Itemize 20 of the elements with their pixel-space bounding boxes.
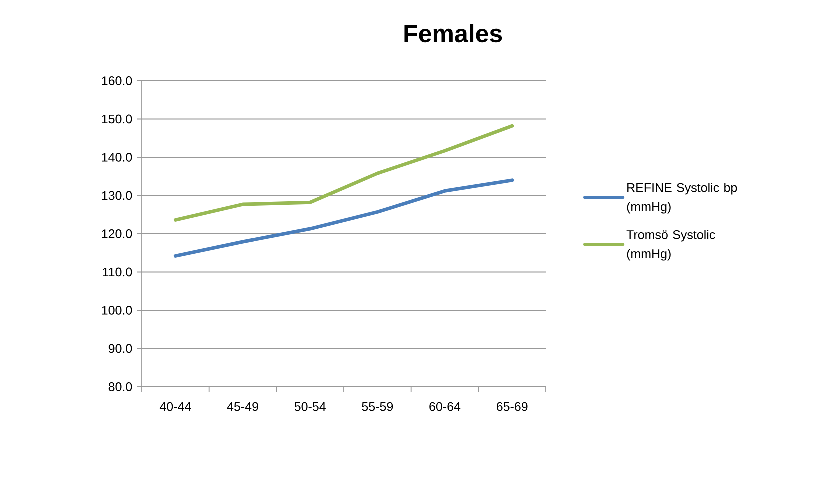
chart-title: Females: [404, 24, 502, 43]
x-tick-label: 50-54: [294, 402, 326, 412]
y-tick-label: 90.0: [108, 344, 132, 354]
y-tick-label: 160.0: [102, 76, 132, 86]
y-tick-label: 100.0: [102, 306, 132, 315]
x-tick-label: 65-69: [497, 402, 528, 412]
legend-label: Tromsö Systolic (mmHg): [626, 230, 716, 261]
x-tick-label: 60-64: [430, 402, 461, 412]
x-tick-label: 45-49: [227, 402, 258, 412]
line-series: [174, 124, 514, 222]
y-tick-label: 130.0: [102, 191, 132, 200]
y-tick-label: 120.0: [102, 230, 132, 238]
y-tick-label: 110.0: [103, 268, 132, 277]
x-tick-label: 55-59: [362, 402, 394, 412]
y-tick-label: 140.0: [102, 153, 132, 162]
y-tick-label: 80.0: [108, 382, 132, 392]
x-tick-label: 40-44: [160, 402, 192, 412]
line-series: [174, 178, 514, 258]
y-tick-label: 150.0: [102, 114, 132, 124]
legend-label: REFINE Systolic bp (mmHg): [627, 183, 738, 214]
